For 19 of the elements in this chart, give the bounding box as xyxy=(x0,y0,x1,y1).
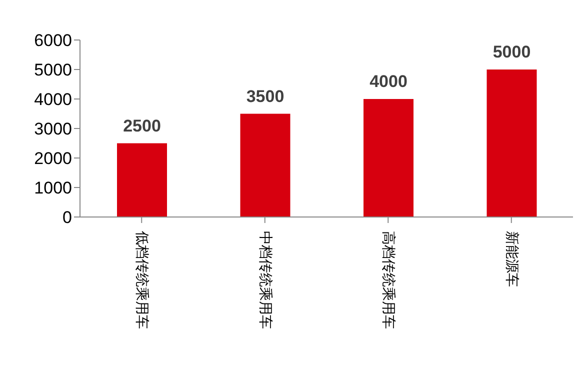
bar xyxy=(486,70,537,217)
y-tick-label: 3000 xyxy=(34,120,72,139)
y-tick-label: 0 xyxy=(62,208,72,228)
x-tick-label: 高档传统乘用车 xyxy=(380,231,396,329)
x-tick-label: 低档传统乘用车 xyxy=(134,231,150,329)
y-tick-label: 5000 xyxy=(34,60,72,80)
bar xyxy=(117,143,167,217)
y-tick-label: 6000 xyxy=(34,31,72,50)
data-label: 3500 xyxy=(246,86,284,106)
x-tick-label: 新能源车 xyxy=(503,231,520,287)
bar xyxy=(364,99,414,217)
bar xyxy=(240,114,290,217)
x-tick-label: 中档传统乘用车 xyxy=(256,231,273,329)
y-tick-label: 4000 xyxy=(34,90,72,110)
data-label: 4000 xyxy=(370,72,408,91)
y-tick-label: 1000 xyxy=(34,178,72,198)
y-tick-label: 2000 xyxy=(34,149,72,168)
data-label: 2500 xyxy=(123,116,161,136)
data-label: 5000 xyxy=(492,42,531,62)
